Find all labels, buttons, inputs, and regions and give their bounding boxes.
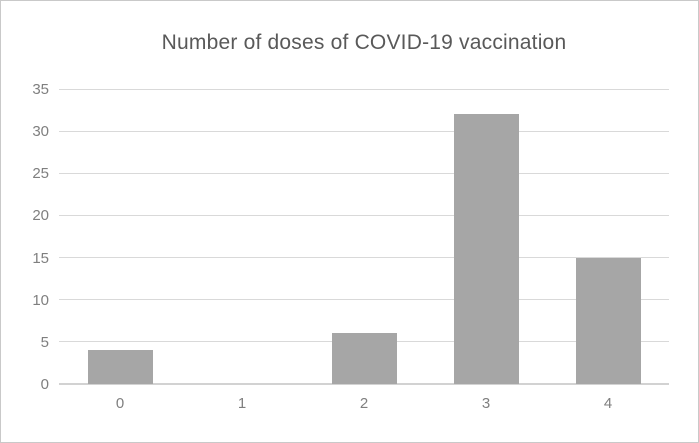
x-axis-line [59,383,669,385]
y-tick-label: 5 [40,333,49,351]
gridline [59,88,669,90]
y-tick-label: 35 [32,81,49,98]
y-tick-label: 20 [32,207,49,225]
y-tick-label: 0 [40,376,49,393]
x-tick-label: 3 [481,395,491,412]
bar-category-3 [453,114,519,384]
bar-category-2 [331,333,397,384]
gridline [59,130,669,132]
x-tick-label: 2 [359,395,369,412]
gridline [59,299,669,301]
x-tick-label: 1 [237,395,247,412]
y-tick-label: 25 [32,165,49,183]
bar-category-4 [575,257,641,384]
x-tick-label: 4 [603,395,613,412]
chart-title: Number of doses of COVID-19 vaccination [161,31,567,54]
x-tick-label: 0 [115,395,125,412]
y-tick-label: 10 [32,291,49,309]
y-tick-label: 15 [32,249,49,267]
gridline [59,257,669,259]
gridline [59,214,669,216]
gridline [59,172,669,174]
plot-area [59,88,669,385]
bar-category-0 [87,350,153,384]
y-tick-label: 30 [32,123,49,141]
